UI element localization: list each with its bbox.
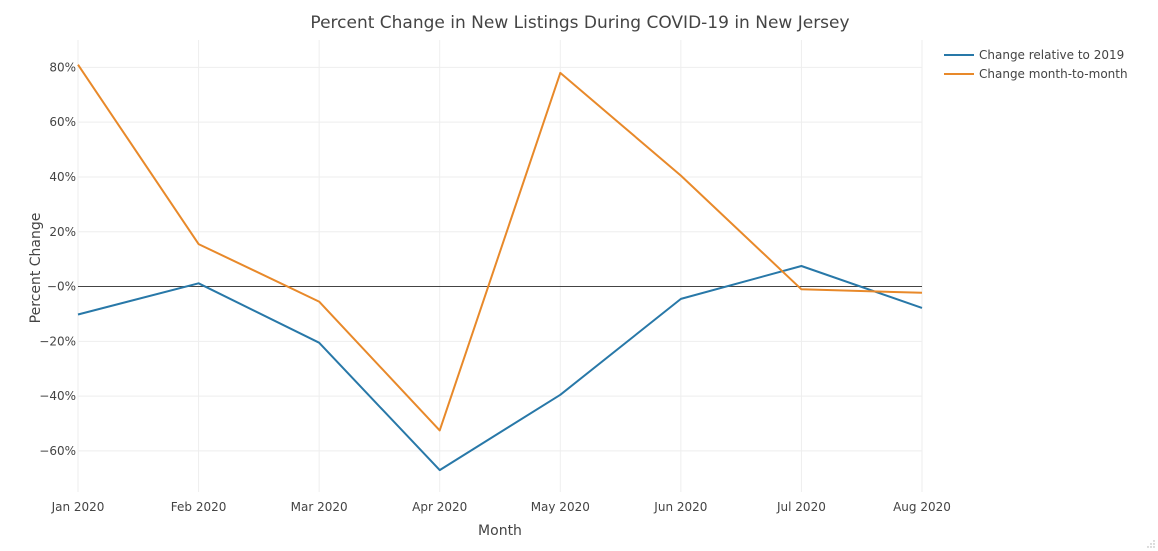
y-tick-label: −40%	[39, 389, 76, 403]
chart-title: Percent Change in New Listings During CO…	[310, 13, 849, 33]
y-tick-label: 80%	[49, 60, 76, 74]
resize-grip-icon[interactable]	[1147, 540, 1155, 548]
x-tick-label: Jan 2020	[51, 500, 105, 514]
x-tick-label: Jul 2020	[776, 500, 826, 514]
x-tick-label: Mar 2020	[291, 500, 348, 514]
x-tick-label: Jun 2020	[653, 500, 707, 514]
x-tick-label: Apr 2020	[412, 500, 467, 514]
legend-item[interactable]: Change relative to 2019	[944, 48, 1124, 62]
y-tick-label: 20%	[49, 225, 76, 239]
legend-label: Change relative to 2019	[979, 48, 1124, 62]
y-tick-labels: 80% 60% 40% 20% −0% −20% −40% −60%	[39, 60, 76, 458]
y-axis-title: Percent Change	[28, 213, 44, 324]
x-tick-label: Feb 2020	[171, 500, 227, 514]
legend-label: Change month-to-month	[979, 67, 1128, 81]
legend[interactable]: Change relative to 2019 Change month-to-m…	[944, 48, 1128, 81]
y-tick-label: −60%	[39, 444, 76, 458]
y-tick-label: 40%	[49, 170, 76, 184]
y-tick-label: −20%	[39, 334, 76, 348]
x-axis-title: Month	[478, 523, 522, 539]
legend-item[interactable]: Change month-to-month	[944, 67, 1128, 81]
grid-layer	[77, 40, 923, 492]
x-tick-label: May 2020	[531, 500, 590, 514]
y-tick-label: −0%	[47, 280, 76, 294]
x-tick-labels: Jan 2020 Feb 2020 Mar 2020 Apr 2020 May 2020…	[51, 500, 951, 514]
series-line	[77, 265, 923, 472]
x-tick-label: Aug 2020	[893, 500, 951, 514]
series-layer	[77, 64, 923, 472]
series-line	[77, 64, 923, 432]
y-tick-label: 60%	[49, 115, 76, 129]
